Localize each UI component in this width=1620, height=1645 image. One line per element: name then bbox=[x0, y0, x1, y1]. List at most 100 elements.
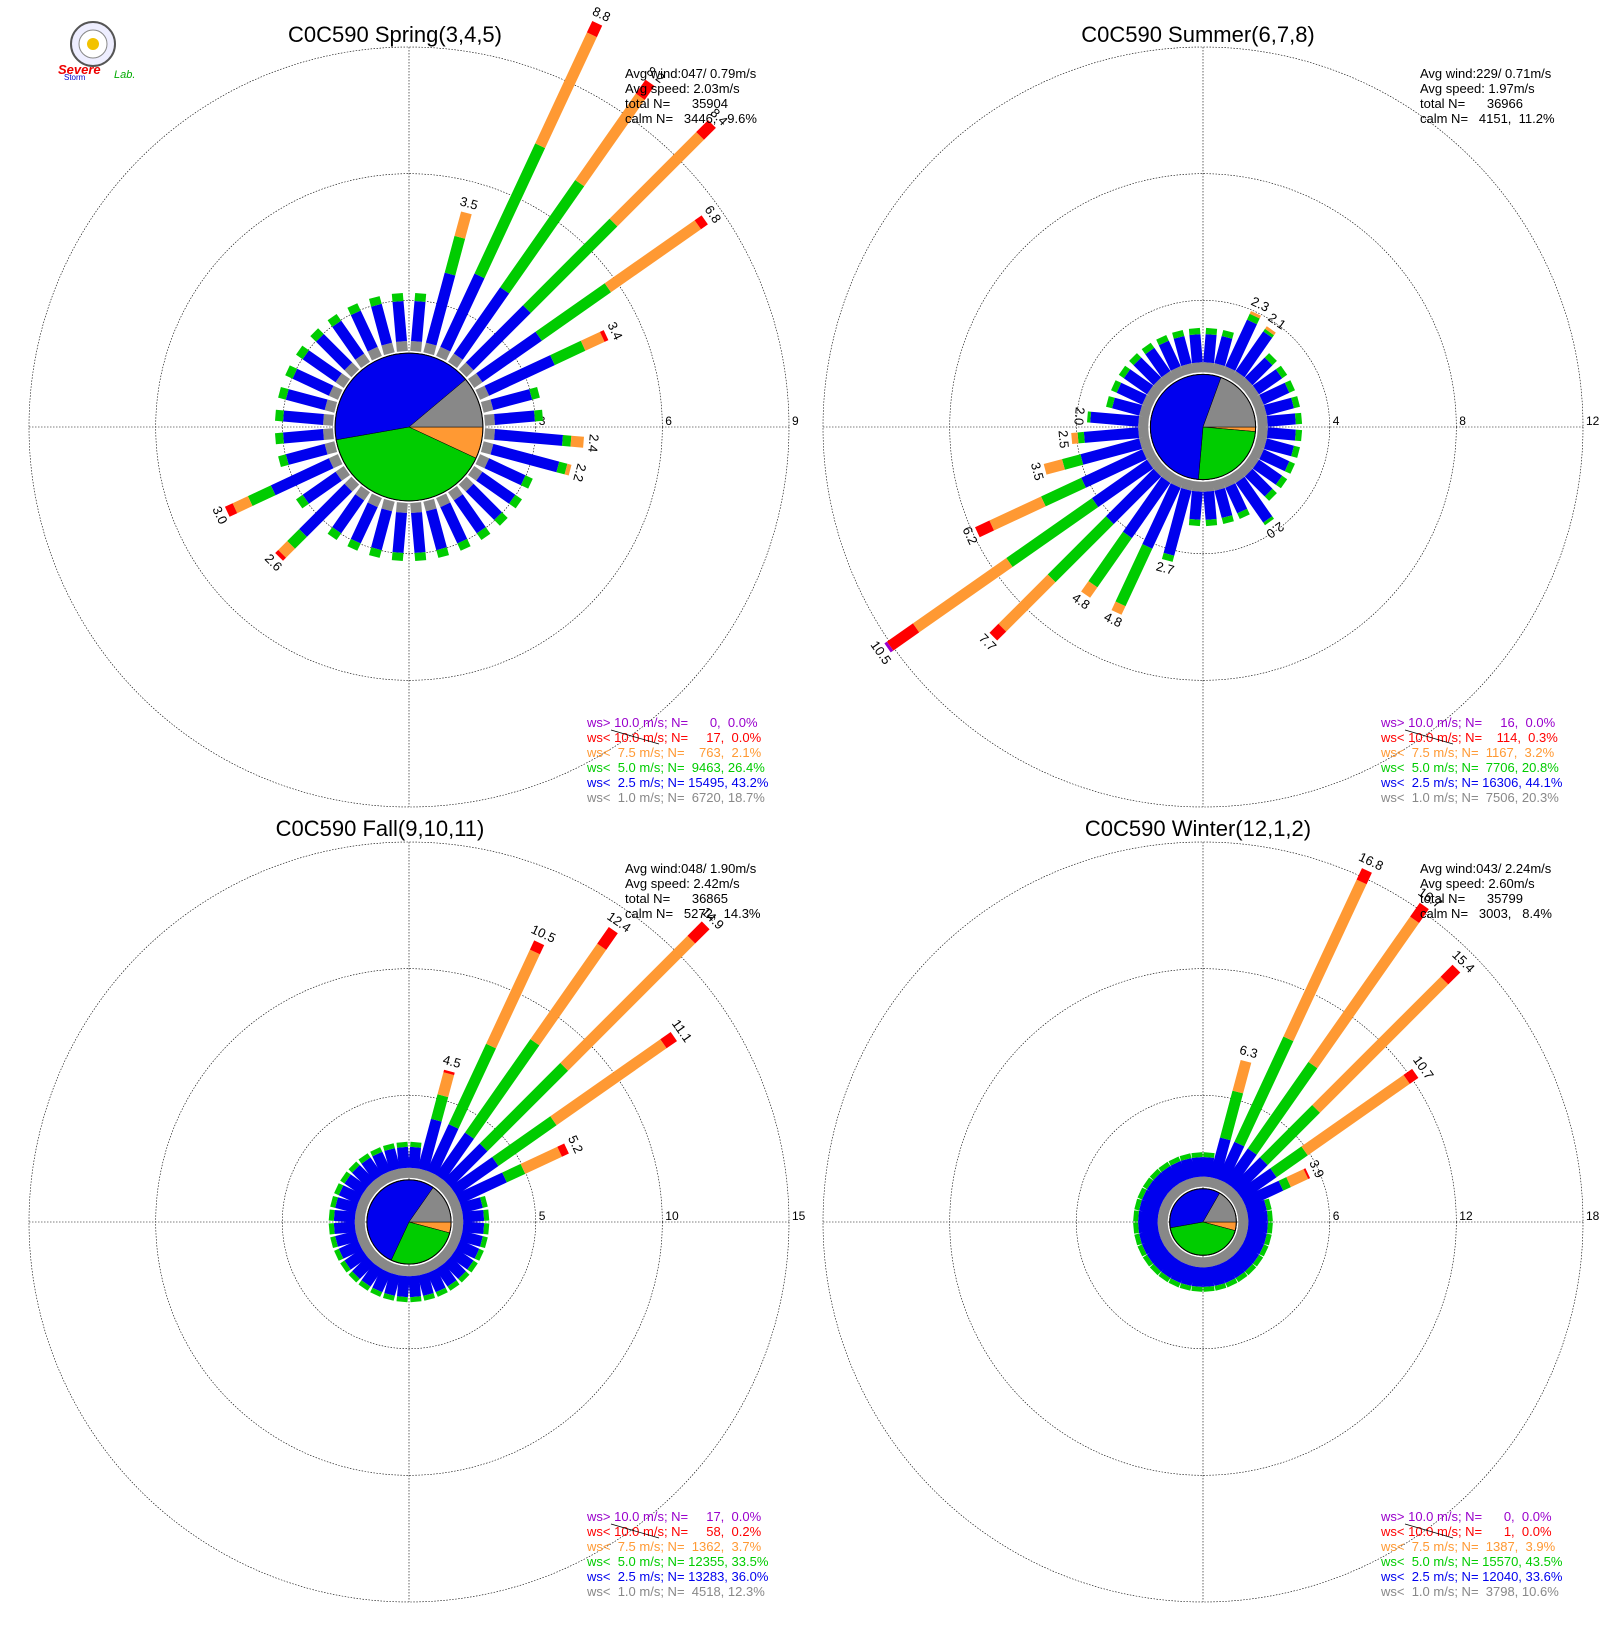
bar-seg-green bbox=[278, 387, 289, 400]
bar-seg-gray bbox=[1191, 362, 1204, 373]
bar-seg-green bbox=[423, 1293, 435, 1301]
bar-seg-red bbox=[694, 215, 708, 230]
bar-seg-green bbox=[529, 387, 540, 400]
ring-label: 6 bbox=[1333, 1209, 1340, 1223]
bar-seg-green bbox=[348, 1161, 360, 1173]
bar-seg-gray bbox=[423, 342, 437, 356]
bar-seg-orange bbox=[998, 574, 1056, 632]
bar-seg-blue bbox=[484, 458, 526, 486]
bar-seg-red bbox=[529, 940, 545, 955]
bar-label: 6.3 bbox=[1238, 1042, 1259, 1061]
bar-label: 2.3 bbox=[1249, 294, 1272, 315]
bar-seg-green bbox=[327, 527, 342, 540]
bar-seg-green bbox=[1291, 396, 1300, 409]
bar-seg-green bbox=[1275, 475, 1288, 489]
legend-entry-green: ws< 5.0 m/s; N= 12355, 33.5% bbox=[586, 1554, 769, 1569]
ring-label: 3 bbox=[539, 414, 546, 428]
bar-seg-blue bbox=[1158, 340, 1181, 371]
legend-entry-purple: ws> 10.0 m/s; N= 16, 0.0% bbox=[1380, 715, 1556, 730]
bar-seg-blue bbox=[476, 471, 516, 504]
legend-entry-gray: ws< 1.0 m/s; N= 7506, 20.3% bbox=[1380, 790, 1559, 805]
bar-seg-green bbox=[1278, 1177, 1291, 1191]
bar-seg-orange bbox=[1111, 601, 1126, 615]
bar-seg-orange bbox=[437, 1072, 455, 1098]
stats-line: Avg wind:048/ 1.90m/s bbox=[625, 861, 757, 876]
center-pie-outline bbox=[366, 1179, 452, 1265]
bar-seg-gray bbox=[475, 454, 490, 469]
bar-seg-orange bbox=[575, 93, 645, 187]
bar-label: 2.2 bbox=[570, 462, 589, 483]
bar-seg-gray bbox=[1191, 481, 1204, 492]
bar-seg-blue bbox=[1189, 490, 1203, 520]
ring-label: 18 bbox=[1586, 1209, 1600, 1223]
ring-label: 12 bbox=[1459, 1209, 1473, 1223]
bar-seg-green bbox=[1161, 552, 1175, 562]
bar-seg-blue bbox=[372, 1151, 392, 1176]
bar-seg-blue bbox=[1266, 413, 1296, 427]
bar-seg-green bbox=[1264, 1233, 1272, 1246]
legend-entry-orange: ws< 7.5 m/s; N= 1167, 3.2% bbox=[1380, 745, 1555, 760]
bar-seg-gray bbox=[1211, 478, 1225, 491]
bar-seg-green bbox=[391, 552, 404, 561]
bar-seg-red bbox=[557, 1143, 569, 1157]
stats-line: Avg wind:229/ 0.71m/s bbox=[1420, 66, 1552, 81]
logo-text-severe: Severe bbox=[58, 62, 101, 77]
bar-seg-red bbox=[696, 120, 716, 140]
bar-label: 3.9 bbox=[1306, 1157, 1327, 1180]
bar-seg-blue bbox=[450, 1157, 499, 1196]
bar-seg-blue bbox=[1214, 336, 1233, 366]
bar-seg-red bbox=[886, 623, 920, 651]
bar-seg-green bbox=[1264, 488, 1277, 501]
bar-seg-green bbox=[476, 527, 491, 540]
bar-label: 2.4 bbox=[585, 434, 602, 453]
bar-seg-green bbox=[431, 1094, 449, 1122]
bar-seg-blue bbox=[1236, 1243, 1260, 1264]
bar-seg-blue bbox=[462, 1221, 485, 1234]
legend-entry-gray: ws< 1.0 m/s; N= 3798, 10.6% bbox=[1380, 1584, 1559, 1599]
bar-seg-blue bbox=[1241, 1236, 1265, 1255]
bar-seg-green bbox=[1041, 477, 1086, 507]
legend-entry-orange: ws< 7.5 m/s; N= 763, 2.1% bbox=[586, 745, 762, 760]
bar-label: 6.2 bbox=[960, 524, 981, 547]
bar-seg-red bbox=[975, 520, 994, 538]
stats-line: calm N= 3003, 8.4% bbox=[1420, 906, 1552, 921]
bar-seg-green bbox=[391, 293, 404, 302]
legend-strike bbox=[1404, 1523, 1454, 1539]
bar-seg-blue bbox=[494, 410, 535, 425]
bar-seg-gray bbox=[324, 399, 338, 413]
bar-seg-blue bbox=[417, 1118, 442, 1172]
bar-seg-green bbox=[1235, 1271, 1248, 1283]
bar-seg-orange bbox=[535, 32, 597, 149]
bar-seg-green bbox=[1244, 1263, 1257, 1276]
bar-seg-green bbox=[1142, 1177, 1154, 1190]
bar-seg-green bbox=[1267, 1222, 1273, 1234]
stats-line: calm N= 5272, 14.3% bbox=[625, 906, 761, 921]
bar-seg-blue bbox=[352, 1165, 375, 1188]
bar-seg-green bbox=[1264, 353, 1277, 366]
ring-label: 5 bbox=[539, 1209, 546, 1223]
bar-seg-green bbox=[1247, 1061, 1318, 1155]
bar-seg-green bbox=[1247, 313, 1260, 325]
ring-label: 8 bbox=[1459, 414, 1466, 428]
bar-seg-red bbox=[989, 623, 1007, 641]
bar-seg-green bbox=[465, 1039, 540, 1139]
bar-seg-blue bbox=[1236, 1168, 1277, 1201]
bar-label: 8.8 bbox=[590, 4, 613, 25]
bar-seg-blue bbox=[372, 1268, 392, 1293]
bar-seg-blue bbox=[455, 1239, 480, 1259]
bar-seg-gray bbox=[328, 454, 343, 469]
logo-star bbox=[87, 38, 99, 50]
stats-line: Avg wind:047/ 0.79m/s bbox=[625, 66, 757, 81]
bar-seg-blue bbox=[338, 1185, 363, 1205]
bar-seg-gray bbox=[436, 493, 451, 508]
bar-label: 2.5 bbox=[1055, 430, 1072, 449]
bar-label: 2.7 bbox=[1155, 558, 1176, 577]
bar-seg-green bbox=[1179, 1153, 1192, 1161]
bar-seg-gray bbox=[1170, 366, 1185, 380]
bar-seg-gray bbox=[1138, 426, 1149, 439]
bar-seg-gray bbox=[381, 342, 395, 356]
bar-seg-green bbox=[327, 314, 342, 327]
bar-seg-gray bbox=[323, 428, 334, 440]
bar-seg-blue bbox=[1170, 1260, 1189, 1284]
bar-seg-red bbox=[224, 503, 238, 517]
